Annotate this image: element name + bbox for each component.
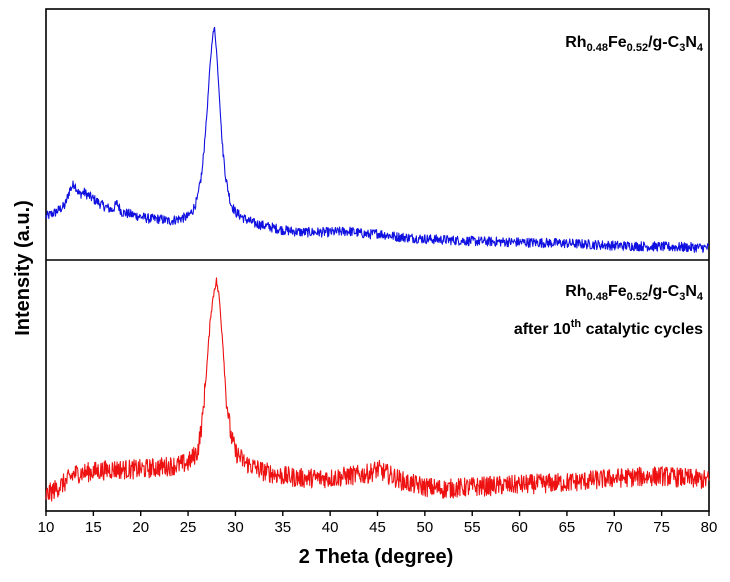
x-tick-label: 10 (38, 519, 55, 536)
y-axis-title: Intensity (a.u.) (12, 200, 34, 336)
x-tick-label: 15 (85, 519, 102, 536)
x-tick-label: 30 (227, 519, 244, 536)
x-tick-label: 55 (464, 519, 481, 536)
x-tick-label: 75 (653, 519, 670, 536)
x-axis-ticks: 10 15 20 25 30 35 40 45 50 55 60 65 70 75 80 (38, 511, 718, 536)
x-tick-label: 35 (274, 519, 291, 536)
panel-label-top: Rh0.48Fe0.52/g-C3N4 (565, 34, 704, 54)
panel-label-bottom: Rh0.48Fe0.52/g-C3N4 (565, 283, 704, 303)
panel-note-bottom: after 10th catalytic cycles (514, 318, 703, 338)
x-tick-label: 80 (701, 519, 718, 536)
series-line-top (45, 26, 710, 253)
x-tick-label: 65 (559, 519, 576, 536)
x-tick-label: 60 (511, 519, 528, 536)
x-axis-title: 2 Theta (degree) (299, 546, 453, 568)
x-tick-label: 50 (417, 519, 434, 536)
series-line-bottom (45, 277, 710, 502)
series-layer (45, 26, 710, 502)
x-tick-label: 70 (606, 519, 623, 536)
x-tick-label: 45 (369, 519, 386, 536)
plot-frame (45, 8, 710, 512)
x-tick-label: 20 (132, 519, 149, 536)
x-tick-label: 40 (322, 519, 339, 536)
x-tick-label: 25 (180, 519, 197, 536)
